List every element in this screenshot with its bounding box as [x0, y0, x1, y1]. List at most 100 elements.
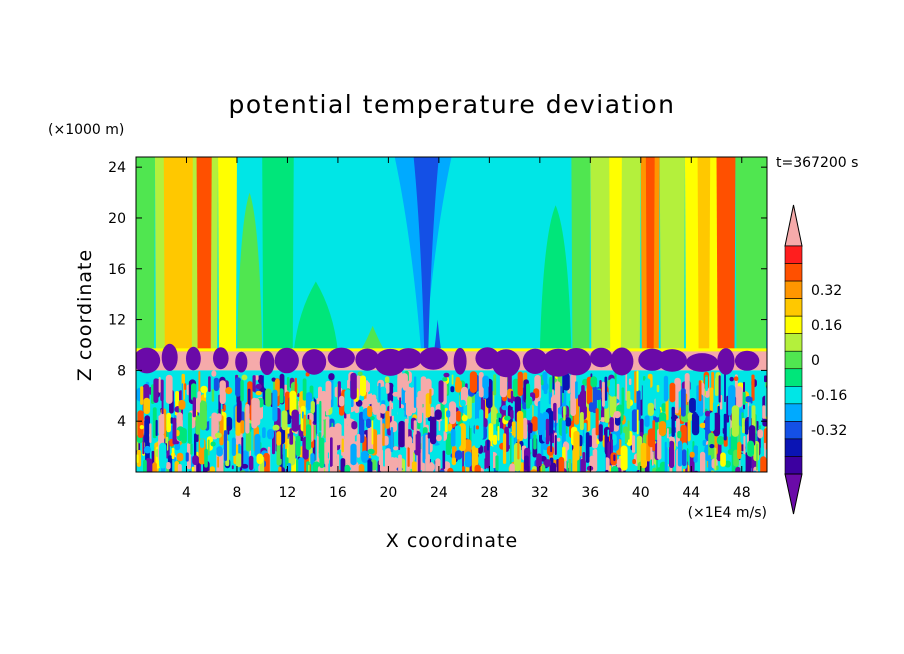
- colorbar-swatch: [784, 263, 803, 282]
- colorbar: 0.32 0.16 0 -0.16 -0.32: [784, 204, 847, 515]
- turbulent-streak: [235, 377, 241, 397]
- turbulent-streak: [555, 381, 561, 408]
- turbulent-streak: [392, 391, 400, 397]
- upper-plume: [571, 157, 591, 352]
- x-tick-label: 24: [430, 485, 448, 501]
- turbulent-streak: [231, 465, 234, 470]
- turbulent-streak: [358, 464, 365, 472]
- turbulent-streak: [552, 389, 554, 407]
- turbulent-streak: [211, 389, 215, 402]
- turbulent-streak: [392, 446, 399, 451]
- purple-blob: [657, 349, 687, 372]
- turbulent-streak: [158, 412, 165, 436]
- turbulent-streak: [430, 406, 435, 418]
- turbulent-streak: [391, 409, 395, 416]
- turbulent-streak: [451, 457, 457, 466]
- turbulent-streak: [206, 470, 212, 472]
- turbulent-streak: [715, 465, 719, 471]
- turbulent-streak: [517, 371, 523, 397]
- turbulent-streak: [442, 450, 446, 469]
- turbulent-streak: [496, 412, 502, 419]
- turbulent-streak: [219, 415, 224, 446]
- colorbar-swatch: [784, 368, 803, 387]
- colorbar-swatch: [784, 245, 803, 264]
- turbulent-streak: [448, 401, 457, 425]
- turbulent-streak: [504, 415, 511, 421]
- turbulent-streak: [435, 458, 441, 472]
- turbulent-streak: [272, 389, 278, 422]
- turbulent-streak: [227, 425, 230, 435]
- turbulent-streak: [442, 377, 448, 382]
- turbulent-streak: [582, 427, 585, 444]
- turbulent-streak: [428, 463, 435, 472]
- turbulent-streak: [611, 465, 619, 472]
- upper-plume: [609, 157, 622, 352]
- turbulent-streak: [383, 435, 389, 446]
- turbulent-streak: [331, 465, 335, 472]
- turbulent-streak: [192, 397, 196, 418]
- purple-blob: [235, 351, 248, 373]
- turbulent-streak: [666, 438, 670, 448]
- turbulent-streak: [705, 410, 711, 417]
- turbulent-streak: [262, 407, 268, 430]
- y-tick-label: 12: [108, 313, 126, 329]
- turbulent-streak: [310, 453, 315, 465]
- turbulent-streak: [279, 388, 284, 404]
- turbulent-streak: [689, 397, 696, 413]
- turbulent-streak: [455, 379, 462, 393]
- turbulent-streak: [427, 432, 431, 439]
- turbulent-streak: [385, 382, 390, 394]
- turbulent-streak: [501, 405, 508, 411]
- turbulent-streak: [552, 373, 555, 391]
- turbulent-streak: [194, 433, 197, 457]
- turbulent-streak: [390, 457, 395, 472]
- turbulent-streak: [511, 435, 514, 463]
- colorbar-swatch: [784, 421, 803, 440]
- turbulent-streak: [166, 462, 171, 470]
- purple-blob: [213, 347, 229, 370]
- turbulent-streak: [575, 381, 578, 399]
- turbulent-streak: [541, 464, 546, 472]
- turbulent-streak: [557, 469, 563, 472]
- turbulent-streak: [764, 375, 767, 383]
- turbulent-streak: [718, 375, 721, 403]
- colorbar-label: 0.32: [811, 283, 842, 299]
- turbulent-streak: [214, 420, 219, 432]
- turbulent-streak: [554, 469, 557, 472]
- turbulent-streak: [655, 391, 660, 418]
- turbulent-streak: [176, 452, 184, 462]
- upper-plume: [433, 319, 442, 352]
- turbulent-streak: [382, 423, 385, 447]
- turbulent-streak: [733, 376, 739, 381]
- turbulent-streak: [671, 406, 675, 437]
- turbulent-streak: [144, 418, 149, 444]
- x-axis-unit: (×1E4 m/s): [688, 505, 767, 521]
- turbulent-streak: [495, 455, 499, 471]
- colorbar-bottom-arrow: [784, 473, 803, 515]
- turbulent-streak: [561, 420, 566, 447]
- turbulent-streak: [401, 373, 408, 388]
- turbulent-streak: [139, 425, 144, 430]
- turbulent-streak: [217, 456, 219, 468]
- upper-plume: [539, 205, 572, 352]
- turbulent-streak: [255, 375, 259, 381]
- turbulent-streak: [172, 417, 177, 445]
- turbulent-streak: [192, 455, 199, 466]
- turbulent-streak: [330, 437, 333, 467]
- turbulent-streak: [351, 421, 358, 430]
- turbulent-streak: [747, 440, 754, 457]
- turbulent-streak: [328, 373, 335, 381]
- turbulent-streak: [762, 405, 766, 419]
- turbulent-streak: [647, 402, 654, 416]
- turbulent-streak: [628, 378, 632, 386]
- turbulent-streak: [566, 460, 569, 472]
- turbulent-streak: [708, 455, 711, 472]
- colorbar-swatch: [784, 333, 803, 352]
- turbulent-streak: [661, 403, 667, 412]
- contour-field: [136, 157, 767, 472]
- turbulent-streak: [698, 380, 702, 402]
- turbulent-streak: [241, 374, 248, 381]
- turbulent-streak: [580, 412, 584, 431]
- turbulent-streak: [253, 470, 260, 472]
